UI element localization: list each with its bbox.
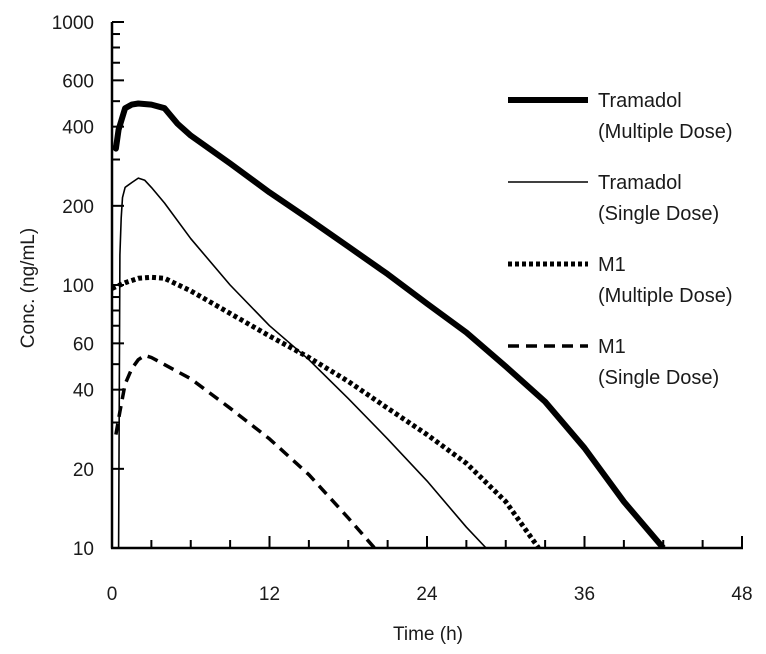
x-tick-label: 12 (259, 584, 280, 605)
x-axis-title: Time (h) (393, 624, 463, 645)
series-line-1 (112, 100, 666, 548)
y-tick-label: 1000 (52, 13, 94, 34)
plot-area (112, 100, 666, 548)
legend-label-detail: (Multiple Dose) (598, 121, 732, 143)
y-tick-label: 400 (62, 118, 94, 139)
y-axis-title: Conc. (ng/mL) (18, 228, 39, 348)
legend: Tramadol (Multiple Dose) Tramadol (Single D… (508, 90, 732, 389)
y-tick-label: 600 (62, 71, 94, 92)
y-tick-label: 60 (73, 334, 94, 355)
legend-label: Tramadol (598, 172, 682, 194)
legend-label-detail: (Single Dose) (598, 203, 719, 225)
legend-label: M1 (598, 254, 626, 276)
y-tick-label: 100 (62, 276, 94, 297)
y-tick-label: 20 (73, 460, 94, 481)
y-tick-label: 10 (73, 539, 94, 560)
legend-label-detail: (Multiple Dose) (598, 285, 732, 307)
x-tick-label: 0 (107, 584, 118, 605)
x-tick-label: 36 (574, 584, 595, 605)
legend-label: Tramadol (598, 90, 682, 112)
y-tick-label: 200 (62, 197, 94, 218)
legend-label: M1 (598, 336, 626, 358)
axes: 10 20 40 60 100 200 400 600 1000 0 12 24 36 48 (52, 13, 753, 605)
series-line-4 (114, 353, 376, 548)
series-line-3 (112, 274, 541, 548)
x-tick-label: 24 (416, 584, 438, 605)
series-line-2 (117, 177, 487, 548)
y-tick-label: 40 (73, 381, 94, 402)
legend-label-detail: (Single Dose) (598, 367, 719, 389)
x-tick-label: 48 (731, 584, 752, 605)
